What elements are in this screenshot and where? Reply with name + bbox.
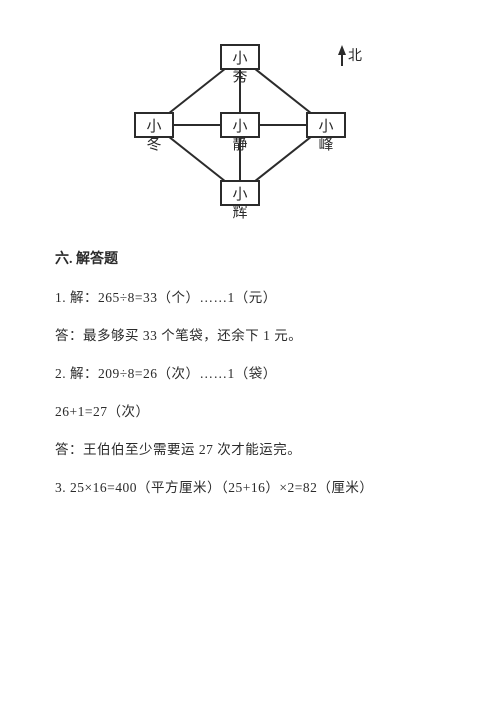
answer-line: 答：王伯伯至少需要运 27 次才能运完。	[55, 438, 445, 458]
answer-line: 答：最多够买 33 个笔袋，还余下 1 元。	[55, 324, 445, 344]
answer-line: 2. 解：209÷8=26（次）……1（袋）	[55, 362, 445, 382]
answer-line: 3. 25×16=400（平方厘米）（25+16）×2=82（厘米）	[55, 476, 445, 496]
north-label: 北	[348, 45, 362, 65]
node-right: 小峰	[306, 112, 346, 138]
answer-line: 26+1=27（次）	[55, 400, 445, 420]
node-top: 小秀	[220, 44, 260, 70]
node-left: 小冬	[134, 112, 174, 138]
node-bottom: 小辉	[220, 180, 260, 206]
network-diagram: 小秀小冬 小静 小峰小辉 北	[120, 40, 380, 210]
north-indicator: 北	[338, 44, 362, 66]
node-center: 小静	[220, 112, 260, 138]
answer-line: 1. 解：265÷8=33（个）……1（元）	[55, 286, 445, 306]
section-title: 六. 解答题	[55, 248, 445, 268]
page: 小秀小冬 小静 小峰小辉 北 六. 解答题 1. 解：265÷8=33（个）……1（…	[0, 0, 500, 574]
